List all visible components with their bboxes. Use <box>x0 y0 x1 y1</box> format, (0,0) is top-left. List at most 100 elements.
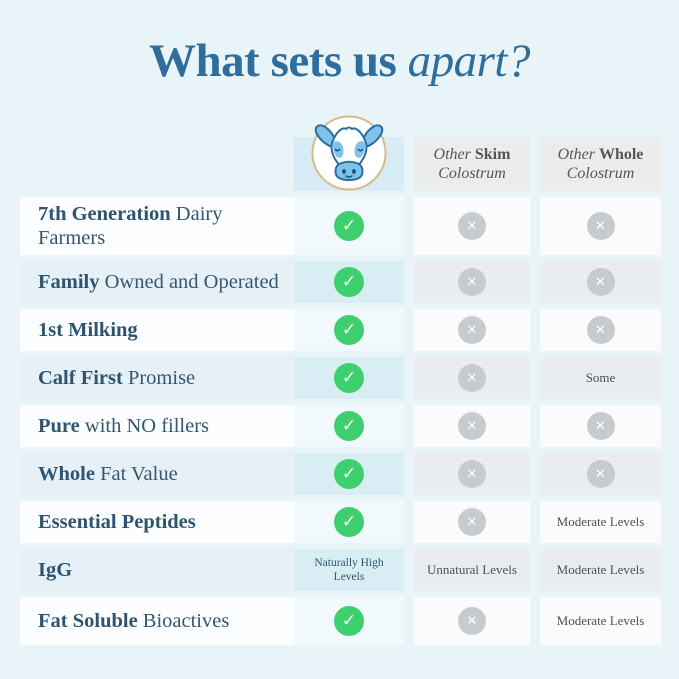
x-icon: ✕ <box>458 364 486 393</box>
page-title: What sets us apart? <box>0 35 679 88</box>
title-regular: What sets us <box>149 35 408 87</box>
x-icon: ✕ <box>458 268 486 297</box>
check-icon: ✓ <box>334 315 364 346</box>
feature-label-rest: with NO fillers <box>79 415 210 438</box>
brand-column-header <box>294 115 404 191</box>
check-icon: ✓ <box>334 606 364 637</box>
cell-ours: ✓ <box>294 197 404 256</box>
cell-other-skim: ✕ <box>414 357 530 400</box>
header-line1: Other Whole <box>558 145 644 164</box>
table-row: 7th Generation Dairy Farmers ✓ ✕ ✕ <box>20 197 661 256</box>
feature-label: Whole Fat Value <box>20 453 294 496</box>
x-icon: ✕ <box>586 460 615 489</box>
cell-other-skim: ✕ <box>414 453 530 496</box>
feature-label-bold: Pure <box>38 415 80 438</box>
cell-other-whole: Moderate Levels <box>540 549 661 592</box>
cell-ours: Naturally High Levels <box>294 549 404 592</box>
feature-label: 7th Generation Dairy Farmers <box>20 197 294 256</box>
feature-label-bold: Fat Soluble <box>38 610 138 633</box>
header-line2: Colostrum <box>438 165 506 182</box>
cell-other-skim: Unnatural Levels <box>414 549 530 592</box>
cell-ours: ✓ <box>294 309 404 352</box>
x-icon: ✕ <box>458 508 486 537</box>
cell-other-whole: ✕ <box>540 405 661 448</box>
cell-value-text: Naturally High Levels <box>314 557 384 584</box>
table-row: Fat Soluble Bioactives ✓ ✕ Moderate Leve… <box>20 597 661 646</box>
table-row: Essential Peptides ✓ ✕ Moderate Levels <box>20 501 661 544</box>
feature-label-rest: Owned and Operated <box>99 271 279 294</box>
feature-label-bold: Essential Peptides <box>38 511 196 534</box>
table-row: Family Owned and Operated ✓ ✕ ✕ <box>20 261 661 304</box>
cell-ours: ✓ <box>294 357 404 400</box>
feature-label: IgG <box>20 549 294 592</box>
check-icon: ✓ <box>334 507 364 538</box>
x-icon: ✕ <box>458 316 486 345</box>
feature-label: 1st Milking <box>20 309 294 352</box>
check-icon: ✓ <box>334 363 364 394</box>
header-other-word: Other <box>557 145 599 163</box>
table-row: IgG Naturally High Levels Unnatural Leve… <box>20 549 661 592</box>
cell-other-whole: ✕ <box>540 453 661 496</box>
table-row: Whole Fat Value ✓ ✕ ✕ <box>20 453 661 496</box>
check-icon: ✓ <box>334 411 364 442</box>
column-header-other-whole: Other Whole Colostrum <box>540 137 661 191</box>
feature-label-rest: Promise <box>122 367 196 390</box>
cell-other-skim: ✕ <box>414 309 530 352</box>
check-icon: ✓ <box>334 211 364 242</box>
header-other-word: Other <box>433 145 475 163</box>
feature-label-rest: Bioactives <box>137 610 230 633</box>
cell-value-text: Moderate Levels <box>556 514 645 530</box>
x-icon: ✕ <box>458 607 486 636</box>
cell-other-skim: ✕ <box>414 197 530 256</box>
cow-icon <box>309 112 389 192</box>
feature-label-bold: 1st Milking <box>38 319 138 342</box>
cell-other-skim: ✕ <box>414 501 530 544</box>
feature-label: Family Owned and Operated <box>20 261 294 304</box>
cell-ours: ✓ <box>294 597 404 646</box>
x-icon: ✕ <box>458 412 486 441</box>
title-italic: apart? <box>407 35 531 87</box>
x-icon: ✕ <box>586 412 615 441</box>
cell-other-skim: ✕ <box>414 597 530 646</box>
feature-label-rest: Fat Value <box>94 463 178 486</box>
table-row: 1st Milking ✓ ✕ ✕ <box>20 309 661 352</box>
feature-label-bold: 7th Generation <box>38 203 171 225</box>
feature-label-bold: Calf First <box>38 367 123 390</box>
cell-other-whole: Some <box>540 357 661 400</box>
cell-ours: ✓ <box>294 453 404 496</box>
x-icon: ✕ <box>458 212 486 241</box>
cell-other-whole: Moderate Levels <box>540 597 661 646</box>
feature-label: Essential Peptides <box>20 501 294 544</box>
cell-other-skim: ✕ <box>414 261 530 304</box>
feature-label-rest: Dairy Farmers <box>38 203 223 250</box>
table-body: 7th Generation Dairy Farmers ✓ ✕ ✕ Famil… <box>20 197 661 646</box>
cell-ours: ✓ <box>294 501 404 544</box>
cell-other-whole: ✕ <box>540 197 661 256</box>
feature-label-bold: IgG <box>38 559 73 582</box>
cell-value-text: Moderate Levels <box>556 613 645 629</box>
x-icon: ✕ <box>586 212 615 241</box>
feature-label: Calf First Promise <box>20 357 294 400</box>
check-icon: ✓ <box>334 459 364 490</box>
x-icon: ✕ <box>586 268 615 297</box>
feature-label: Fat Soluble Bioactives <box>20 597 294 646</box>
cell-value-text: Unnatural Levels <box>427 562 517 578</box>
x-icon: ✕ <box>458 460 486 489</box>
cell-ours: ✓ <box>294 405 404 448</box>
header-line1: Other Skim <box>434 145 511 164</box>
cell-value-text: Some <box>585 370 616 386</box>
table-row: Pure with NO fillers ✓ ✕ ✕ <box>20 405 661 448</box>
feature-label: Pure with NO fillers <box>20 405 294 448</box>
cell-other-whole: Moderate Levels <box>540 501 661 544</box>
header-kind-word: Skim <box>474 145 511 163</box>
check-icon: ✓ <box>334 267 364 298</box>
table-header-row: Other Skim Colostrum Other Whole Colostr… <box>20 115 661 191</box>
column-header-other-skim: Other Skim Colostrum <box>414 137 530 191</box>
cell-other-skim: ✕ <box>414 405 530 448</box>
feature-label-bold: Family <box>38 271 100 294</box>
comparison-table: Other Skim Colostrum Other Whole Colostr… <box>20 115 661 651</box>
x-icon: ✕ <box>586 316 615 345</box>
header-line2: Colostrum <box>566 165 635 182</box>
cell-other-whole: ✕ <box>540 309 661 352</box>
header-kind-word: Whole <box>598 145 644 163</box>
